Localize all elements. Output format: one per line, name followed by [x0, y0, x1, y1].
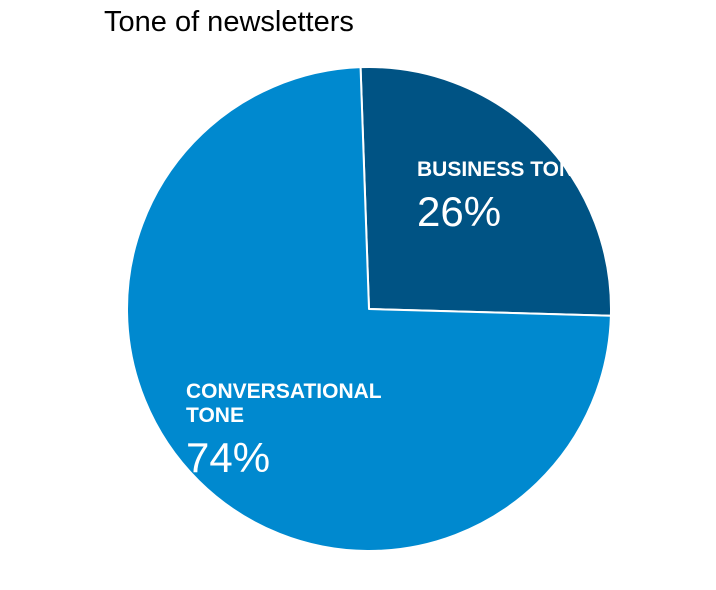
slice-value-0: 26%: [417, 188, 501, 235]
pie-slice-business-tone: [359, 66, 612, 317]
pie-slices: [126, 66, 612, 552]
slice-value-1: 74%: [186, 434, 270, 481]
slice-label-1-line-1: TONE: [186, 404, 244, 427]
chart-title: Tone of newsletters: [104, 6, 354, 38]
pie-slice-conversational-tone: [126, 66, 612, 552]
slice-label-1-line-0: CONVERSATIONAL: [186, 380, 382, 403]
slice-label-0-line-0: BUSINESS TONE: [417, 158, 588, 181]
